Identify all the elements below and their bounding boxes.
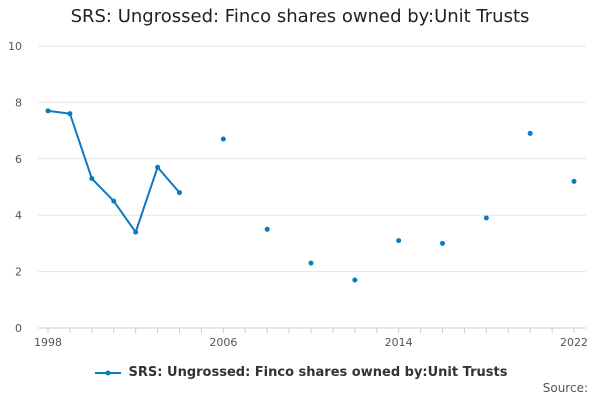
data-point[interactable]: [177, 190, 182, 196]
data-point[interactable]: [220, 136, 226, 142]
y-tick-label: 4: [15, 209, 22, 222]
legend-label: SRS: Ungrossed: Finco shares owned by:Un…: [128, 365, 508, 380]
data-point[interactable]: [440, 240, 445, 246]
data-point[interactable]: [396, 238, 402, 244]
y-tick-label: 10: [8, 40, 22, 53]
data-point[interactable]: [89, 176, 95, 182]
data-point[interactable]: [67, 111, 73, 117]
y-tick-label: 0: [15, 322, 22, 335]
legend[interactable]: SRS: Ungrossed: Finco shares owned by:Un…: [0, 365, 600, 380]
data-point[interactable]: [483, 215, 489, 221]
data-point[interactable]: [527, 130, 533, 136]
y-tick-label: 8: [15, 96, 22, 109]
chart-title: SRS: Ungrossed: Finco shares owned by:Un…: [70, 6, 530, 27]
data-point[interactable]: [133, 229, 139, 235]
legend-swatch-icon: [94, 370, 121, 375]
data-point[interactable]: [155, 164, 161, 170]
y-tick-label: 2: [15, 266, 22, 279]
series-line: [47, 109, 181, 235]
x-tick-label: 2014: [385, 336, 413, 349]
source-label: Source:: [542, 381, 588, 395]
y-tick-label: 6: [15, 153, 22, 166]
x-tick-label: 1998: [34, 336, 62, 349]
data-point[interactable]: [45, 108, 51, 114]
axis-layer: 0 2 4 6 8 10 1998 2006 2014 2022: [8, 40, 588, 349]
data-point[interactable]: [308, 260, 314, 266]
grid-layer: [38, 45, 586, 273]
data-point[interactable]: [264, 226, 270, 232]
x-tick-label: 2022: [560, 336, 588, 349]
data-point[interactable]: [352, 277, 358, 283]
data-point[interactable]: [571, 178, 577, 184]
series-layer: [45, 108, 577, 283]
data-point[interactable]: [111, 198, 117, 204]
x-tick-label: 2006: [209, 336, 237, 349]
